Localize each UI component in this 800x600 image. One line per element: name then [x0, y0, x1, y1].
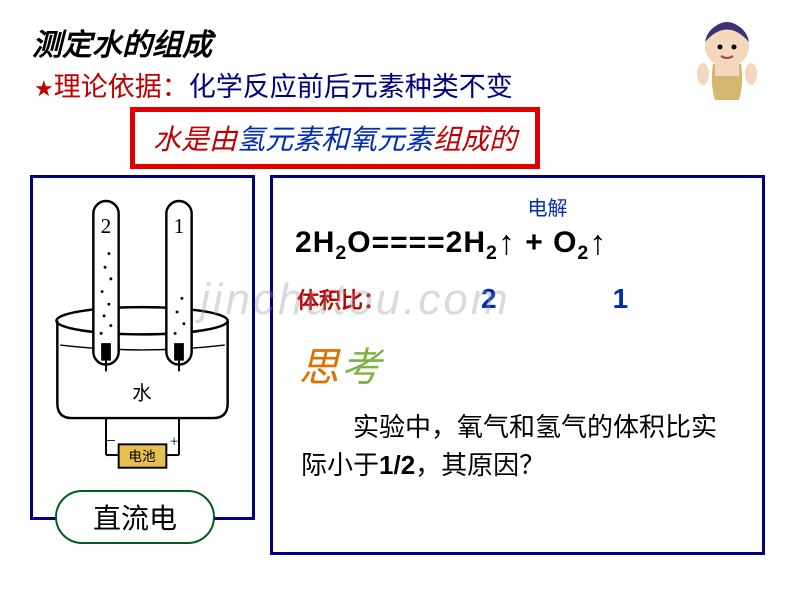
up-arrow-icon: ↑: [498, 224, 516, 262]
page-title: 测定水的组成: [32, 20, 212, 64]
ratio-v1: 2: [481, 283, 497, 314]
content-panel: 电解 2H2O====2H2↑ + O2↑ 体积比： 2 1 思考 实验中，氧气…: [270, 175, 765, 555]
statement-p1: 水是由: [153, 125, 237, 156]
think-heading: 思考: [289, 335, 746, 393]
volume-ratio-row: 体积比： 2 1: [289, 283, 746, 315]
dc-label: 直流电: [55, 490, 215, 544]
question-text: 实验中，氧气和氢气的体积比实际小于1/2，其原因？: [289, 409, 746, 484]
star-icon: ★: [34, 76, 54, 101]
minus-terminal: −: [106, 430, 116, 450]
electrolysis-diagram: 水 2 1 电池 − +: [30, 175, 255, 520]
theory-basis: ★理论依据：化学反应前后元素种类不变: [34, 65, 513, 104]
statement-box: 水是由氢元素和氧元素组成的: [130, 107, 540, 169]
statement-p3: 组成的: [433, 125, 517, 156]
tube-1-label: 1: [174, 214, 185, 238]
theory-text: 化学反应前后元素种类不变: [189, 72, 513, 102]
water-label: 水: [132, 383, 151, 405]
theory-label: 理论依据：: [54, 72, 189, 102]
battery-label: 电池: [128, 449, 156, 464]
tube-2-label: 2: [101, 214, 112, 238]
equation-annotation: 电解: [349, 192, 746, 221]
cartoon-figure-icon: [685, 12, 770, 107]
plus-terminal: +: [170, 433, 179, 450]
statement-p2: 氢元素和氧元素: [237, 125, 433, 156]
chemical-equation: 2H2O====2H2↑ + O2↑: [289, 222, 746, 265]
up-arrow-icon: ↑: [589, 224, 607, 262]
ratio-label: 体积比：: [297, 288, 385, 313]
ratio-v2: 1: [613, 283, 629, 314]
